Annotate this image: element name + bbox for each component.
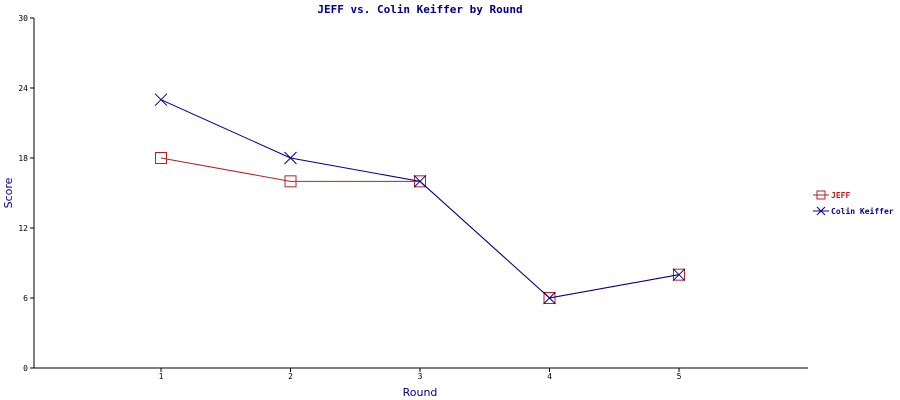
- series-layer: [154, 93, 686, 305]
- y-tick-label: 12: [18, 224, 28, 233]
- y-tick-label: 0: [23, 364, 28, 373]
- x-axis-label: Round: [403, 386, 438, 399]
- y-tick-label: 24: [18, 84, 28, 93]
- x-tick-label: 3: [418, 372, 423, 381]
- data-point-marker: [543, 291, 556, 305]
- x-tick-label: 5: [677, 372, 682, 381]
- data-point-marker: [414, 175, 426, 188]
- series-2: [154, 93, 686, 305]
- data-point-marker: [413, 174, 427, 188]
- legend: JEFF Colin Keiffer: [813, 190, 894, 216]
- legend-label: JEFF: [831, 191, 850, 200]
- y-tick-label: 18: [18, 154, 28, 163]
- data-point-marker: [673, 268, 685, 281]
- legend-square-icon: [816, 190, 826, 200]
- series-line: [160, 99, 680, 299]
- y-tick-label: 30: [18, 14, 28, 23]
- axes: [33, 18, 808, 369]
- data-point-marker: [284, 151, 297, 165]
- y-axis-label: Score: [2, 177, 15, 208]
- y-tick-label: 6: [23, 294, 28, 303]
- data-point-marker: [284, 175, 297, 188]
- y-ticks: 0 6 12 18 24 30: [18, 14, 34, 373]
- x-ticks: 1 2 3 4 5: [159, 368, 682, 381]
- series-line: [160, 157, 680, 299]
- series-1: [155, 152, 685, 304]
- x-tick-label: 4: [547, 372, 552, 381]
- chart-title: JEFF vs. Colin Keiffer by Round: [317, 3, 522, 16]
- data-point-marker: [543, 292, 556, 304]
- legend-item: JEFF: [813, 190, 850, 200]
- legend-item: Colin Keiffer: [813, 206, 894, 216]
- x-tick-label: 1: [159, 372, 164, 381]
- data-point-marker: [154, 93, 168, 107]
- legend-label: Colin Keiffer: [831, 206, 894, 216]
- legend-x-icon: [816, 206, 826, 216]
- data-point-marker: [155, 152, 167, 164]
- data-point-marker: [672, 268, 686, 282]
- x-tick-label: 2: [288, 372, 293, 381]
